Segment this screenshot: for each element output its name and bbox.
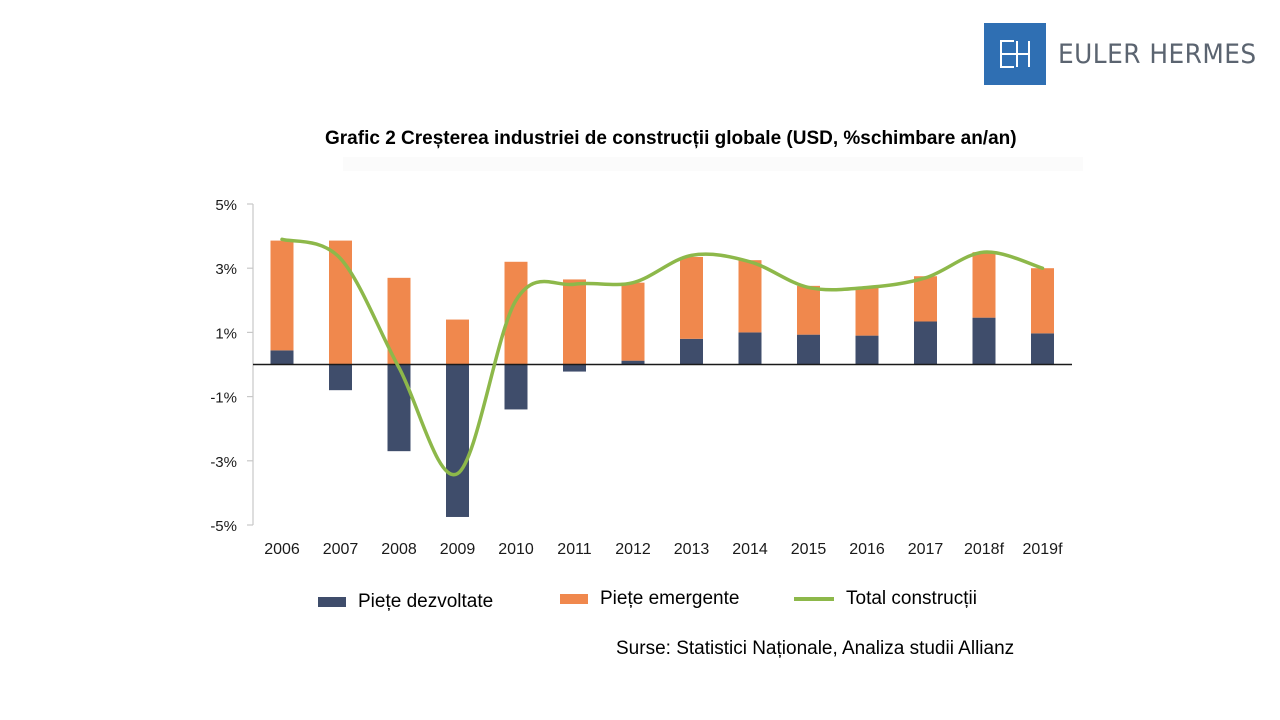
bar-emerging-2010 (504, 261, 528, 365)
bar-emerging-2009 (446, 319, 469, 365)
bar-emerging-2019f (1031, 268, 1054, 334)
bar-developed-2015 (797, 334, 820, 365)
logo-text: EULER HERMES (1058, 38, 1257, 70)
bar-developed-2019f (1031, 333, 1054, 365)
bar-developed-2018f (972, 317, 996, 365)
legend-swatch-emerging (560, 594, 588, 604)
total-construction-line (280, 237, 1045, 477)
bar-developed-2009 (446, 364, 469, 517)
y-axis: 5% 3% 1% -1% -3% -5% (210, 197, 254, 535)
legend-swatch-total (794, 597, 834, 601)
bar-emerging-2006 (270, 240, 294, 351)
y-tick-label: -1% (210, 390, 237, 407)
bar-emerging-2007 (329, 240, 352, 365)
bar-developed-2017 (914, 321, 937, 365)
x-tick-label: 2018f (964, 541, 1005, 558)
x-tick-label: 2006 (264, 541, 300, 558)
bar-developed-2010 (504, 364, 528, 410)
source-note: Surse: Statistici Naționale, Analiza stu… (616, 638, 1015, 659)
y-tick-label: -5% (210, 518, 237, 535)
x-tick-label: 2008 (381, 541, 417, 558)
y-tick-label: -3% (210, 454, 237, 471)
bars (270, 240, 1054, 517)
bar-emerging-2008 (387, 277, 411, 365)
bar-emerging-2011 (563, 279, 586, 365)
bar-emerging-2015 (797, 285, 820, 335)
x-axis-labels: 2006 2007 2008 2009 2010 2011 2012 2013 2014 2015… (264, 541, 1063, 558)
euler-hermes-logo: EULER HERMES (984, 23, 1274, 85)
legend-item-total: Total construcții (794, 588, 977, 610)
y-tick-label: 1% (215, 325, 237, 342)
legend-swatch-developed (318, 597, 346, 607)
legend-label-total: Total construcții (846, 588, 977, 609)
legend-label-emerging: Piețe emergente (600, 588, 740, 609)
bar-developed-2013 (680, 338, 703, 365)
title-underlay (343, 157, 1083, 171)
y-tick-label: 5% (215, 197, 237, 214)
x-tick-label: 2014 (732, 541, 768, 558)
bar-developed-2016 (855, 335, 879, 365)
x-tick-label: 2016 (849, 541, 885, 558)
x-tick-label: 2012 (615, 541, 651, 558)
chart-title: Grafic 2 Creșterea industriei de constru… (325, 128, 1017, 149)
total-line-group (280, 237, 1045, 477)
bar-developed-2008 (387, 364, 411, 452)
bar-developed-2007 (329, 364, 352, 391)
bar-developed-2006 (270, 350, 294, 365)
x-tick-label: 2010 (498, 541, 534, 558)
bar-developed-2011 (563, 364, 586, 372)
x-tick-label: 2015 (791, 541, 827, 558)
bar-emerging-2016 (855, 287, 879, 336)
legend-label-developed: Piețe dezvoltate (358, 591, 494, 612)
bar-emerging-2012 (621, 282, 645, 361)
bar-emerging-2018f (972, 252, 996, 318)
x-tick-label: 2009 (440, 541, 476, 558)
bar-emerging-2014 (738, 260, 762, 333)
legend-item-emerging: Piețe emergente (560, 588, 739, 610)
bar-emerging-2013 (680, 256, 703, 339)
eh-logo-icon (984, 23, 1046, 85)
x-tick-label: 2017 (908, 541, 944, 558)
x-tick-label: 2013 (674, 541, 710, 558)
bar-developed-2014 (738, 332, 762, 365)
y-tick-label: 3% (215, 261, 237, 278)
bar-developed-2012 (621, 360, 645, 365)
legend-item-developed: Piețe dezvoltate (318, 591, 493, 613)
x-tick-label: 2011 (557, 541, 592, 558)
bar-emerging-2017 (914, 276, 937, 322)
x-tick-label: 2007 (323, 541, 359, 558)
x-tick-label: 2019f (1022, 541, 1063, 558)
legend: Piețe dezvoltate Piețe emergente Total c… (0, 588, 1280, 618)
